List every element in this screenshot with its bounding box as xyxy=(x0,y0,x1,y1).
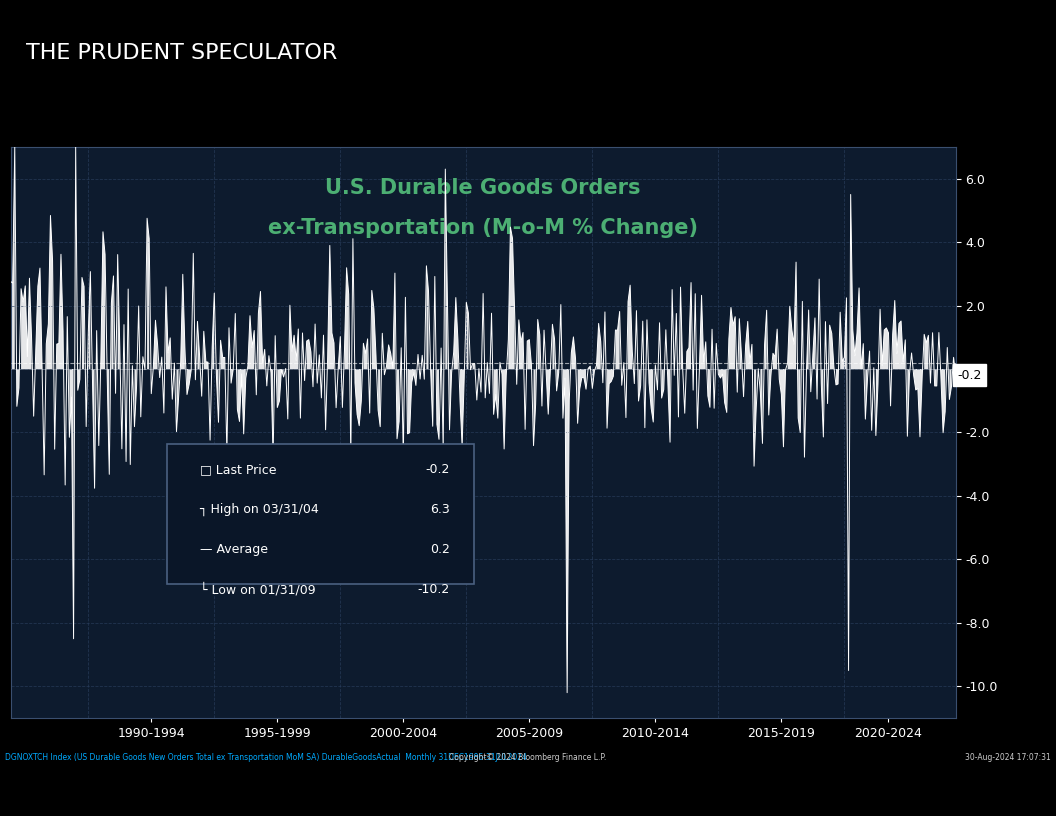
Text: -10.2: -10.2 xyxy=(418,583,450,596)
Text: ex-Transportation (M-o-M % Change): ex-Transportation (M-o-M % Change) xyxy=(268,218,698,238)
Text: 30-Aug-2024 17:07:31: 30-Aug-2024 17:07:31 xyxy=(965,752,1051,762)
Text: DGNOXTCH Index (US Durable Goods New Orders Total ex Transportation MoM SA) Dura: DGNOXTCH Index (US Durable Goods New Ord… xyxy=(5,752,527,762)
Text: THE PRUDENT SPECULATOR: THE PRUDENT SPECULATOR xyxy=(26,43,338,63)
Text: 0.2: 0.2 xyxy=(430,543,450,556)
Text: □ Last Price: □ Last Price xyxy=(200,463,276,476)
FancyBboxPatch shape xyxy=(167,444,474,584)
Text: -0.2: -0.2 xyxy=(426,463,450,476)
Text: U.S. Durable Goods Orders: U.S. Durable Goods Orders xyxy=(325,179,641,198)
Text: Copyright© 2024 Bloomberg Finance L.P.: Copyright© 2024 Bloomberg Finance L.P. xyxy=(450,752,606,762)
Text: -0.2: -0.2 xyxy=(958,369,982,382)
Text: — Average: — Average xyxy=(200,543,267,556)
Text: ┐ High on 03/31/04: ┐ High on 03/31/04 xyxy=(200,503,319,517)
Text: └ Low on 01/31/09: └ Low on 01/31/09 xyxy=(200,583,315,596)
Text: 6.3: 6.3 xyxy=(430,503,450,516)
